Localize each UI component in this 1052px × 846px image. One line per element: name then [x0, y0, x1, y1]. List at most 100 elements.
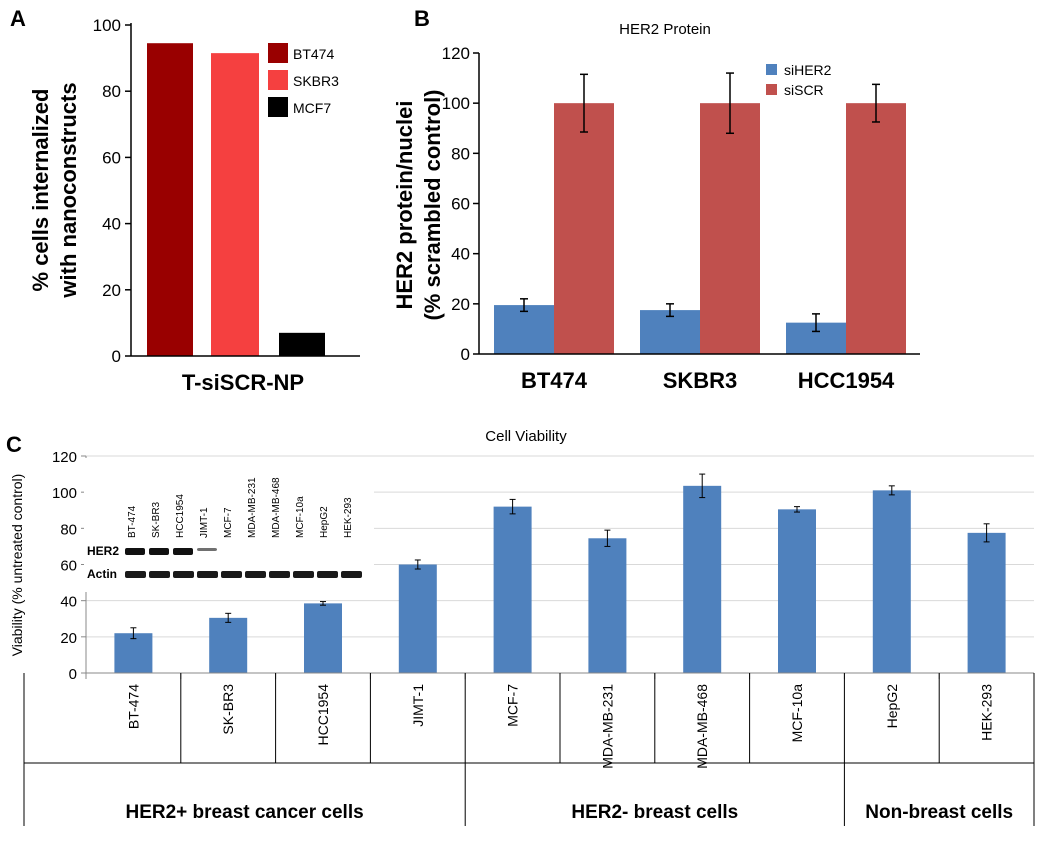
panel-a-bar-skbr3 — [211, 53, 259, 356]
panel-c-y-tick-label: 100 — [52, 485, 77, 502]
panel-b-y-tick-label: 0 — [461, 345, 470, 364]
panel-a-y-tick-label: 60 — [102, 148, 121, 167]
panel-b-bar-siscr-bt474 — [554, 103, 614, 355]
panel-b-title: HER2 Protein — [619, 21, 711, 38]
panel-b-legend-label: siHER2 — [784, 62, 832, 78]
panel-c-category-label: MDA-MB-468 — [694, 684, 710, 769]
panel-b-y-ticks: 0 20 40 60 80 100 120 — [442, 44, 479, 364]
panel-b-legend-label: siSCR — [784, 82, 824, 98]
panel-b-legend-swatch — [766, 64, 777, 75]
panel-c-category-label: MCF-10a — [789, 684, 805, 743]
blot-lane-label: HEK-293 — [343, 497, 354, 538]
panel-a-y-tick-label: 0 — [112, 347, 121, 366]
panel-c-bar — [493, 506, 532, 673]
blot-band-actin — [269, 571, 290, 578]
panel-a-bar-mcf7 — [279, 332, 325, 356]
blot-band-actin — [221, 571, 242, 578]
blot-lane-labels: BT-474 SK-BR3 HCC1954 JIMT-1 MCF-7 MDA-MB-231… — [127, 477, 354, 538]
blot-band-actin — [149, 571, 170, 578]
western-blot-inset: BT-474 SK-BR3 HCC1954 JIMT-1 MCF-7 MDA-MB-231… — [84, 458, 374, 592]
blot-row-actin: Actin — [87, 567, 117, 581]
panel-c-y-tick-label: 20 — [60, 630, 77, 647]
panel-b: B HER2 Protein HER2 protein/nuclei (% scr… — [392, 6, 920, 393]
panel-b-category-label: HCC1954 — [798, 368, 895, 393]
panel-a-y-label-line: % cells internalized — [28, 89, 53, 292]
panel-c-category-label: BT-474 — [125, 684, 141, 729]
panel-a-y-label-line: with nanoconstructs — [56, 82, 81, 298]
panel-b-legend-swatch — [766, 84, 777, 95]
panel-a-legend-label: SKBR3 — [293, 73, 339, 89]
panel-a-y-tick-label: 40 — [102, 215, 121, 234]
panel-c-bar — [967, 532, 1006, 673]
blot-band-actin — [293, 571, 314, 578]
panel-c-y-tick-label: 60 — [60, 558, 77, 575]
panel-c-category-axis: BT-474 SK-BR3 HCC1954 JIMT-1 MCF-7 MDA-MB-231… — [85, 672, 1035, 769]
panel-b-y-tick-label: 60 — [451, 195, 470, 214]
blot-bands — [125, 548, 362, 578]
panel-b-y-axis-label: HER2 protein/nuclei (% scrambled control) — [392, 89, 445, 320]
panel-a-legend-label: BT474 — [293, 46, 334, 62]
panel-b-y-tick-label: 120 — [442, 44, 470, 63]
panel-c-y-ticks: 0 20 40 60 80 100 120 — [52, 449, 86, 683]
blot-band-her2 — [149, 548, 169, 555]
panel-b-bars — [494, 72, 906, 355]
panel-c-category-label: HCC1954 — [315, 684, 331, 746]
panel-b-bar-siscr-hcc1954 — [846, 103, 906, 355]
panel-a-x-axis-label: T-siSCR-NP — [182, 370, 304, 395]
blot-background — [84, 458, 374, 592]
panel-b-y-label-line: HER2 protein/nuclei — [392, 100, 417, 309]
panel-c-y-axis-label: Viability (% untreated control) — [9, 474, 25, 657]
panel-c-category-label: MCF-7 — [505, 684, 521, 727]
panel-c-category-label: SK-BR3 — [220, 684, 236, 735]
blot-lane-label: SK-BR3 — [151, 501, 162, 538]
panel-c-y-tick-label: 0 — [69, 666, 77, 683]
blot-band-actin — [125, 571, 146, 578]
panel-c-groups: HER2+ breast cancer cells HER2- breast ce… — [23, 673, 1035, 826]
panel-c-category-label: HEK-293 — [979, 684, 995, 741]
panel-c-y-tick-label: 80 — [60, 521, 77, 538]
panel-c-bar — [778, 509, 816, 673]
panel-b-y-tick-label: 80 — [451, 144, 470, 163]
panel-b-letter: B — [414, 6, 430, 31]
panel-c-category-label: MDA-MB-231 — [599, 684, 615, 769]
panel-c: C Cell Viability Viability (% untreated … — [6, 428, 1035, 826]
panel-b-y-tick-label: 100 — [442, 94, 470, 113]
blot-band-her2 — [125, 548, 145, 555]
blot-lane-label: HepG2 — [319, 506, 330, 538]
panel-a-legend-swatch — [268, 97, 288, 117]
blot-band-actin — [173, 571, 194, 578]
panel-b-categories: BT474 SKBR3 HCC1954 — [521, 368, 895, 393]
panel-a-bar-bt474 — [147, 43, 193, 356]
blot-row-her2: HER2 — [87, 544, 119, 558]
blot-lane-label: BT-474 — [127, 505, 138, 538]
panel-b-y-label-line: (% scrambled control) — [420, 89, 445, 320]
panel-a-y-tick-label: 80 — [102, 82, 121, 101]
panel-a-legend: BT474 SKBR3 MCF7 — [268, 43, 339, 117]
panel-a-letter: A — [10, 6, 26, 31]
panel-c-group-label: HER2- breast cells — [571, 802, 738, 823]
panel-b-bar-siher2-skbr3 — [640, 310, 700, 354]
blot-lane-label: MDA-MB-231 — [247, 477, 258, 538]
panel-c-y-tick-label: 40 — [60, 594, 77, 611]
blot-band-actin — [245, 571, 266, 578]
panel-b-bar-siher2-bt474 — [494, 305, 554, 354]
panel-b-legend: siHER2 siSCR — [766, 62, 832, 98]
panel-c-bar — [209, 617, 248, 673]
panel-a-y-tick-label: 100 — [93, 16, 121, 35]
panel-c-y-tick-label: 120 — [52, 449, 77, 466]
panel-c-category-label: JIMT-1 — [410, 684, 426, 727]
blot-lane-label: MDA-MB-468 — [271, 477, 282, 538]
panel-a-y-ticks: 0 20 40 60 80 100 — [93, 16, 131, 366]
panel-a-legend-label: MCF7 — [293, 100, 331, 116]
panel-c-bar — [304, 603, 342, 673]
panel-a-bars — [147, 43, 325, 356]
panel-b-category-label: BT474 — [521, 368, 588, 393]
panel-c-bar — [398, 564, 437, 673]
panel-a-y-axis-label: % cells internalized with nanoconstructs — [28, 82, 81, 298]
blot-band-actin — [341, 571, 362, 578]
panel-c-category-label: HepG2 — [884, 684, 900, 729]
blot-band-actin — [197, 571, 218, 578]
panel-a: A % cells internalized with nanoconstruct… — [10, 6, 360, 395]
panel-b-category-label: SKBR3 — [663, 368, 738, 393]
